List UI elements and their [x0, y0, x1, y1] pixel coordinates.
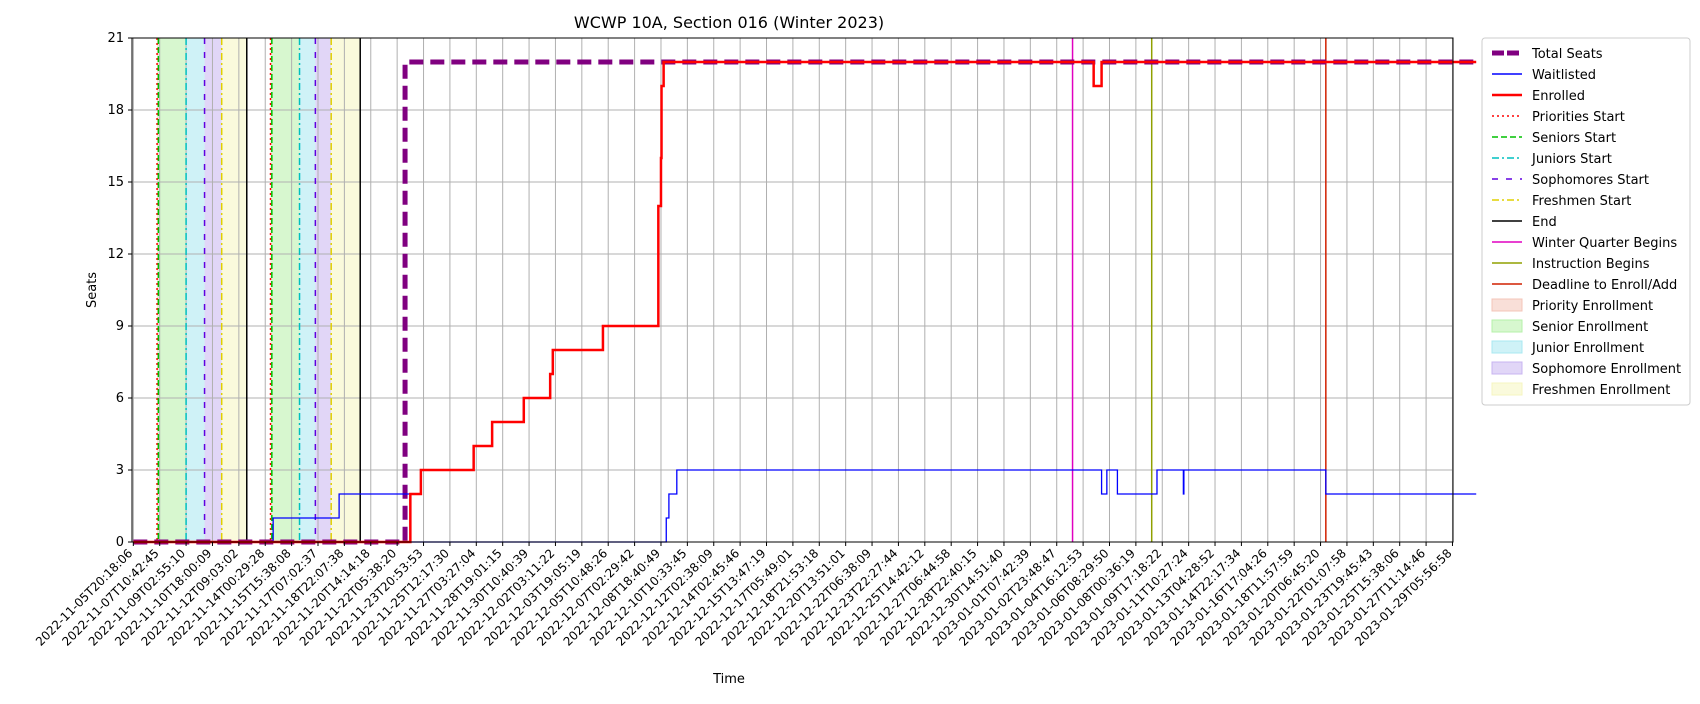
legend-entry: Enrolled — [1492, 89, 1585, 104]
region-senior-enrollment-1 — [271, 38, 300, 542]
legend-swatch — [1491, 361, 1523, 375]
legend-label: Enrolled — [1532, 89, 1585, 104]
y-tick-label: 21 — [107, 31, 124, 46]
legend-entry: Junior Enrollment — [1491, 340, 1644, 356]
series-waitlisted — [133, 469, 1477, 543]
legend-entry: Juniors Start — [1492, 152, 1612, 167]
legend-label: Freshmen Start — [1532, 194, 1631, 209]
legend-entry: Instruction Begins — [1492, 257, 1650, 272]
legend-label: Junior Enrollment — [1531, 341, 1644, 356]
legend: Total Seats Waitlisted Enrolled Priorities … — [1481, 37, 1691, 406]
legend-entry: Priority Enrollment — [1491, 298, 1653, 314]
legend-label: Instruction Begins — [1532, 257, 1650, 272]
y-tick-label: 6 — [116, 391, 124, 406]
legend-label: Priority Enrollment — [1532, 299, 1653, 314]
legend-frame — [1481, 37, 1691, 406]
legend-swatch — [1491, 382, 1523, 396]
y-tick-label: 18 — [107, 103, 124, 118]
region-junior-enrollment-1 — [299, 38, 316, 542]
y-tick-label: 15 — [107, 175, 124, 190]
legend-label: Juniors Start — [1531, 152, 1612, 167]
region-sophomore-enrollment-0 — [204, 38, 222, 542]
legend-entry: Sophomore Enrollment — [1491, 361, 1681, 377]
y-tick-label: 0 — [116, 535, 124, 550]
legend-entry: Freshmen Enrollment — [1491, 382, 1670, 398]
legend-swatch — [1491, 340, 1523, 354]
legend-label: Priorities Start — [1532, 110, 1625, 125]
legend-label: Total Seats — [1531, 47, 1603, 62]
legend-label: Waitlisted — [1532, 68, 1596, 83]
y-tick-label: 9 — [116, 319, 124, 334]
legend-entry: Priorities Start — [1492, 110, 1625, 125]
legend-entry: Winter Quarter Begins — [1492, 236, 1677, 251]
y-axis-label: Seats — [85, 272, 100, 308]
region-freshmen-enrollment-0 — [221, 38, 247, 542]
legend-entry: Sophomores Start — [1492, 173, 1649, 188]
legend-label: Senior Enrollment — [1532, 320, 1648, 335]
legend-swatch — [1491, 319, 1523, 333]
region-junior-enrollment-0 — [186, 38, 205, 542]
legend-label: Freshmen Enrollment — [1532, 383, 1670, 398]
legend-swatch — [1491, 298, 1523, 312]
chart-title: WCWP 10A, Section 016 (Winter 2023) — [574, 13, 884, 32]
region-sophomore-enrollment-1 — [315, 38, 332, 542]
y-tick-label: 12 — [107, 247, 124, 262]
region-freshmen-enrollment-1 — [331, 38, 361, 542]
legend-label: Winter Quarter Begins — [1532, 236, 1677, 251]
plot-area: 0369121518212022-11-05T20:18:062022-11-0… — [33, 31, 1477, 649]
legend-label: End — [1532, 215, 1557, 230]
legend-entry: Deadline to Enroll/Add — [1492, 278, 1677, 293]
legend-label: Seniors Start — [1532, 131, 1616, 146]
legend-label: Sophomore Enrollment — [1532, 362, 1681, 377]
legend-label: Sophomores Start — [1532, 173, 1649, 188]
y-tick-label: 3 — [116, 463, 124, 478]
legend-entry: Senior Enrollment — [1491, 319, 1648, 335]
legend-label: Deadline to Enroll/Add — [1532, 278, 1677, 293]
legend-entry: Total Seats — [1492, 47, 1603, 62]
legend-entry: Seniors Start — [1492, 131, 1616, 146]
x-axis-label: Time — [712, 672, 745, 687]
legend-entry: End — [1492, 215, 1557, 230]
legend-entry: Freshmen Start — [1492, 194, 1631, 209]
legend-entry: Waitlisted — [1492, 68, 1596, 83]
region-senior-enrollment-0 — [158, 38, 187, 542]
series-enrolled — [133, 60, 1477, 544]
